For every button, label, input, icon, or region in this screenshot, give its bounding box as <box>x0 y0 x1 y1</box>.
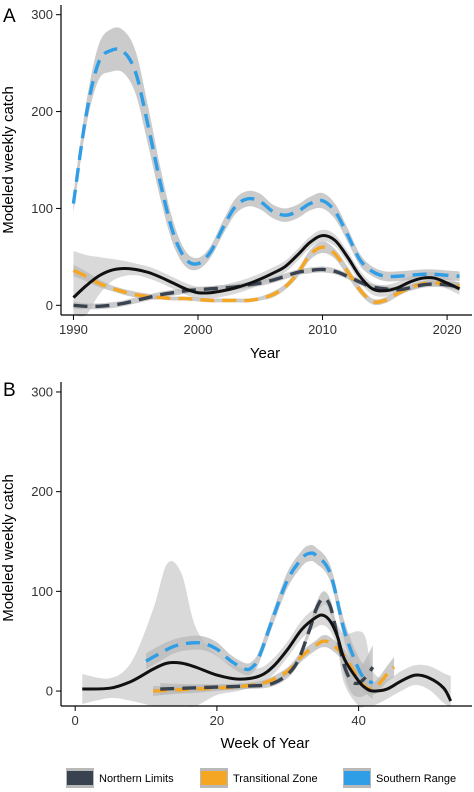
panel-a-y-title: Modeled weekly catch <box>0 86 17 234</box>
panel-b-x-tick-label: 0 <box>72 713 79 728</box>
panel-a-ribbon-overall <box>73 229 460 317</box>
panel-a-y-tick-label: 300 <box>31 7 53 22</box>
panel-a-x-tick-label: 2000 <box>184 322 213 337</box>
panel-b-y-tick-label: 200 <box>31 484 53 499</box>
panel-a-letter: A <box>3 6 16 27</box>
panel-b-y-tick-label: 100 <box>31 584 53 599</box>
panel-b-ticks: 0 100 200 300 0 20 40 <box>31 384 366 728</box>
panel-b-ribbon-transitional-zone <box>153 634 395 697</box>
panel-b-line-transitional-zone <box>153 639 396 693</box>
panel-a-ticks: 0 100 200 300 1990 2000 2010 2020 <box>31 7 461 337</box>
panel-b: B 0 100 200 300 0 20 40 Week of Year Modeled w… <box>0 380 472 752</box>
panel-a-x-title: Year <box>250 345 280 362</box>
panel-a-ribbons <box>73 27 460 317</box>
legend-swatch <box>67 771 93 785</box>
panel-b-x-tick-label: 20 <box>210 713 224 728</box>
panel-a-x-tick-label: 1990 <box>59 322 88 337</box>
legend-label: Northern Limits <box>99 773 174 785</box>
panel-a-lines <box>71 47 461 309</box>
panel-a-x-tick-label: 2010 <box>308 322 337 337</box>
panel-a-line-overall <box>72 234 461 299</box>
legend-swatch <box>201 771 227 785</box>
legend-label: Transitional Zone <box>233 773 318 785</box>
panel-b-lines <box>82 551 453 702</box>
panel-a-y-tick-label: 0 <box>46 298 53 313</box>
legend-label: Southern Range <box>376 773 456 785</box>
panel-b-line-northern-limits <box>160 596 375 691</box>
panel-b-y-tick-label: 300 <box>31 384 53 399</box>
panel-b-line-overall <box>82 613 453 702</box>
panel-a-line-southern-range <box>71 47 460 279</box>
panel-b-x-tick-label: 40 <box>351 713 365 728</box>
panel-b-letter: B <box>3 380 16 401</box>
panel-a-y-tick-label: 100 <box>31 201 53 216</box>
panel-a-x-tick-label: 2020 <box>433 322 462 337</box>
legend-swatch <box>344 771 370 785</box>
panel-b-y-tick-label: 0 <box>46 684 53 699</box>
panel-a: A 0 100 200 300 1990 2000 2010 2020 Year Modele… <box>0 5 472 362</box>
panel-b-y-title: Modeled weekly catch <box>0 474 17 622</box>
panel-a-y-tick-label: 200 <box>31 104 53 119</box>
panel-b-x-title: Week of Year <box>221 735 310 752</box>
legend: Northern Limits Transitional Zone Southern… <box>66 768 456 788</box>
panel-b-line-southern-range <box>145 551 374 685</box>
panel-a-ribbon-southern-range <box>73 27 460 282</box>
panel-a-line-transitional-zone <box>72 245 460 304</box>
